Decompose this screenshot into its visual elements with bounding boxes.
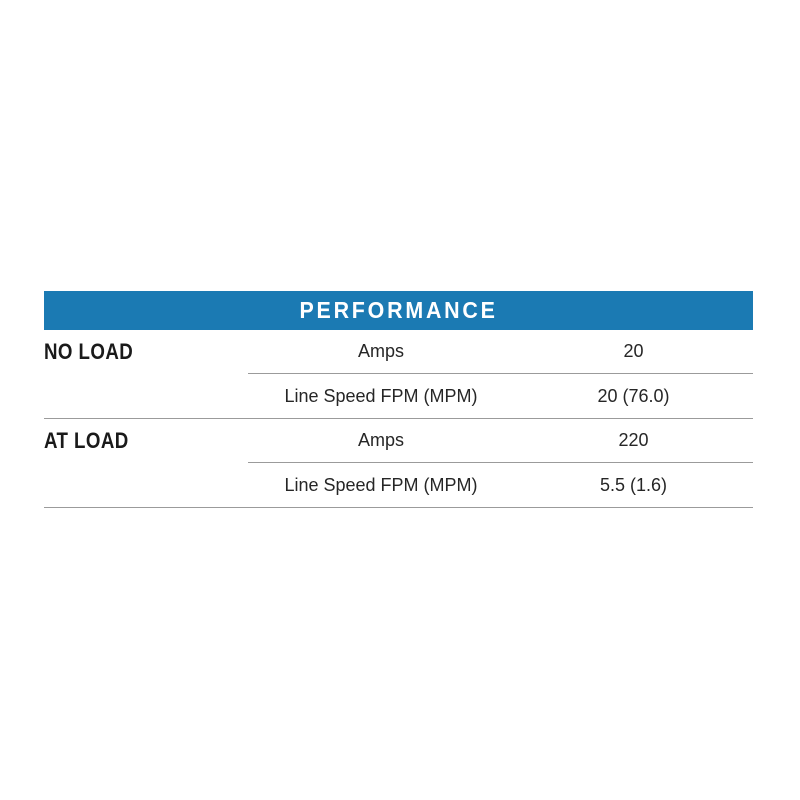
value-cell: 20 xyxy=(514,330,753,374)
value-cell: 20 (76.0) xyxy=(597,385,670,406)
section-label-cell: AT LOAD xyxy=(44,419,248,463)
section-label-cell: NO LOAD xyxy=(44,330,248,374)
section-at-load: AT LOAD Amps 220 Line Speed FPM (MPM) 5.… xyxy=(44,419,753,508)
performance-spec-table: PERFORMANCE NO LOAD Amps 20 Line Speed F… xyxy=(44,291,753,508)
section-no-load: NO LOAD Amps 20 Line Speed FPM (MPM) 20 … xyxy=(44,330,753,419)
value-cell: 220 xyxy=(514,419,753,463)
parameter-cell: Line Speed FPM (MPM) xyxy=(284,385,478,406)
label-spacer xyxy=(44,463,248,507)
parameter-cell: Line Speed FPM (MPM) xyxy=(284,474,478,495)
section-label-no-load: NO LOAD xyxy=(44,339,134,364)
table-header: PERFORMANCE xyxy=(44,291,753,330)
parameter-cell: Amps xyxy=(248,330,514,374)
value-cell: 5.5 (1.6) xyxy=(599,474,668,495)
label-spacer xyxy=(44,374,248,418)
section-label-at-load: AT LOAD xyxy=(44,428,129,453)
table-title: PERFORMANCE xyxy=(299,297,498,323)
parameter-cell: Amps xyxy=(248,419,514,463)
